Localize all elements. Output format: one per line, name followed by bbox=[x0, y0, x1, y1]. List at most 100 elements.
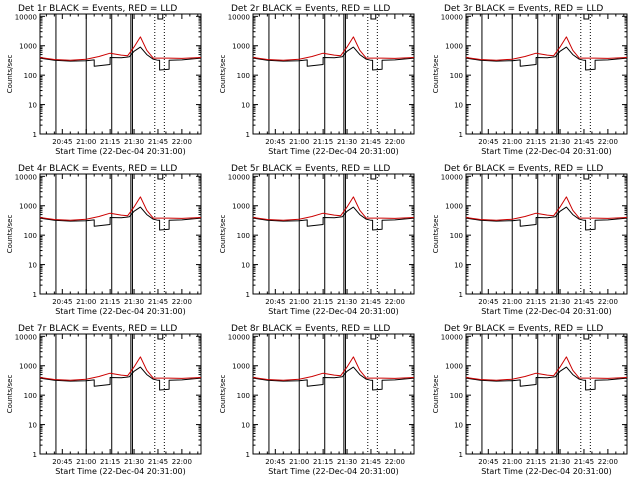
x-tick-label: 22:00 bbox=[598, 298, 618, 306]
lld-series-line bbox=[39, 196, 202, 221]
y-tick-label: 10000 bbox=[228, 173, 250, 181]
chart-panel: Det 6r BLACK = Events, RED = LLD Counts/s… bbox=[432, 164, 628, 316]
x-axis-label: Start Time (22-Dec-04 20:31:00) bbox=[481, 147, 612, 156]
y-axis-label: Counts/sec bbox=[6, 55, 14, 94]
x-axis-label: Start Time (22-Dec-04 20:31:00) bbox=[55, 467, 186, 476]
chart-panel: Det 5r BLACK = Events, RED = LLD Counts/s… bbox=[219, 164, 415, 316]
chart-panel: Det 3r BLACK = Events, RED = LLD Counts/s… bbox=[432, 4, 628, 156]
x-axis-label: Start Time (22-Dec-04 20:31:00) bbox=[481, 307, 612, 316]
panel-title: Det 2r BLACK = Events, RED = LLD bbox=[231, 4, 390, 14]
y-tick-label: 1 bbox=[459, 291, 463, 299]
x-tick-label: 21:00 bbox=[76, 298, 96, 306]
top-interval-marker bbox=[370, 14, 377, 20]
x-tick-label: 21:30 bbox=[124, 458, 144, 466]
events-series-line bbox=[465, 206, 628, 231]
plot-frame bbox=[465, 173, 628, 295]
plot-frame bbox=[39, 13, 202, 135]
y-tick-label: 1 bbox=[246, 451, 250, 459]
events-series-line bbox=[465, 366, 628, 391]
y-tick-label: 10 bbox=[454, 102, 463, 110]
lld-series-line bbox=[252, 36, 415, 61]
y-tick-label: 100 bbox=[24, 232, 37, 240]
x-axis-label: Start Time (22-Dec-04 20:31:00) bbox=[55, 307, 186, 316]
y-tick-label: 10 bbox=[28, 422, 37, 430]
y-tick-label: 1000 bbox=[19, 203, 37, 211]
panel-title: Det 9r BLACK = Events, RED = LLD bbox=[444, 324, 603, 334]
x-tick-label: 21:30 bbox=[337, 298, 357, 306]
x-tick-label: 22:00 bbox=[598, 138, 618, 146]
y-tick-label: 1000 bbox=[19, 43, 37, 51]
lld-series-line bbox=[465, 356, 628, 381]
x-tick-label: 20:45 bbox=[265, 138, 285, 146]
x-tick-label: 21:15 bbox=[100, 458, 120, 466]
panel-title: Det 7r BLACK = Events, RED = LLD bbox=[18, 324, 177, 334]
events-series-line bbox=[39, 366, 202, 391]
x-tick-label: 21:45 bbox=[148, 138, 168, 146]
y-tick-label: 100 bbox=[237, 232, 250, 240]
x-tick-label: 21:15 bbox=[313, 138, 333, 146]
y-tick-label: 1 bbox=[246, 291, 250, 299]
y-axis-label: Counts/sec bbox=[432, 215, 440, 254]
events-series-line bbox=[252, 46, 415, 71]
y-tick-label: 1000 bbox=[19, 363, 37, 371]
x-tick-label: 21:15 bbox=[526, 458, 546, 466]
x-tick-label: 22:00 bbox=[172, 298, 192, 306]
x-tick-label: 21:00 bbox=[289, 458, 309, 466]
x-tick-label: 21:30 bbox=[337, 458, 357, 466]
x-axis-label: Start Time (22-Dec-04 20:31:00) bbox=[268, 147, 399, 156]
x-tick-label: 20:45 bbox=[265, 458, 285, 466]
x-tick-label: 21:45 bbox=[148, 458, 168, 466]
events-series-line bbox=[252, 366, 415, 391]
y-tick-label: 1 bbox=[33, 291, 37, 299]
top-interval-marker bbox=[370, 174, 377, 180]
x-tick-label: 21:45 bbox=[361, 298, 381, 306]
x-tick-label: 21:00 bbox=[502, 298, 522, 306]
x-tick-label: 21:30 bbox=[550, 458, 570, 466]
y-axis-label: Counts/sec bbox=[432, 375, 440, 414]
x-tick-label: 21:15 bbox=[100, 298, 120, 306]
x-axis-label: Start Time (22-Dec-04 20:31:00) bbox=[481, 467, 612, 476]
x-tick-label: 21:30 bbox=[337, 138, 357, 146]
y-tick-label: 100 bbox=[237, 392, 250, 400]
y-tick-label: 10000 bbox=[228, 13, 250, 21]
panel-title: Det 1r BLACK = Events, RED = LLD bbox=[18, 4, 177, 14]
chart-panel: Det 4r BLACK = Events, RED = LLD Counts/s… bbox=[6, 164, 202, 316]
panel-title: Det 3r BLACK = Events, RED = LLD bbox=[444, 4, 603, 14]
x-axis-label: Start Time (22-Dec-04 20:31:00) bbox=[268, 307, 399, 316]
y-axis-label: Counts/sec bbox=[219, 375, 227, 414]
x-tick-label: 21:45 bbox=[574, 458, 594, 466]
lld-series-line bbox=[252, 196, 415, 221]
y-tick-label: 1000 bbox=[445, 203, 463, 211]
x-tick-label: 21:45 bbox=[148, 298, 168, 306]
lld-series-line bbox=[39, 356, 202, 381]
y-tick-label: 10000 bbox=[441, 13, 463, 21]
y-axis-label: Counts/sec bbox=[6, 375, 14, 414]
y-tick-label: 1 bbox=[459, 131, 463, 139]
y-tick-label: 100 bbox=[450, 232, 463, 240]
x-tick-label: 21:00 bbox=[502, 138, 522, 146]
x-tick-label: 21:30 bbox=[124, 138, 144, 146]
plot-frame bbox=[252, 173, 415, 295]
y-tick-label: 10 bbox=[241, 262, 250, 270]
plot-frame bbox=[252, 333, 415, 455]
x-tick-label: 21:00 bbox=[502, 458, 522, 466]
lld-series-line bbox=[465, 36, 628, 61]
top-interval-marker bbox=[583, 14, 590, 20]
y-tick-label: 1000 bbox=[232, 363, 250, 371]
plot-frame bbox=[252, 13, 415, 135]
x-tick-label: 20:45 bbox=[478, 138, 498, 146]
events-series-line bbox=[39, 206, 202, 231]
top-interval-marker bbox=[583, 334, 590, 340]
y-tick-label: 100 bbox=[450, 392, 463, 400]
x-tick-label: 20:45 bbox=[478, 298, 498, 306]
x-tick-label: 20:45 bbox=[52, 298, 72, 306]
chart-panel: Det 9r BLACK = Events, RED = LLD Counts/s… bbox=[432, 324, 628, 476]
top-interval-marker bbox=[370, 334, 377, 340]
y-tick-label: 10 bbox=[241, 422, 250, 430]
y-tick-label: 10 bbox=[28, 102, 37, 110]
y-tick-label: 1000 bbox=[232, 203, 250, 211]
y-tick-label: 10 bbox=[241, 102, 250, 110]
y-tick-label: 10000 bbox=[15, 333, 37, 341]
plot-frame bbox=[39, 173, 202, 295]
